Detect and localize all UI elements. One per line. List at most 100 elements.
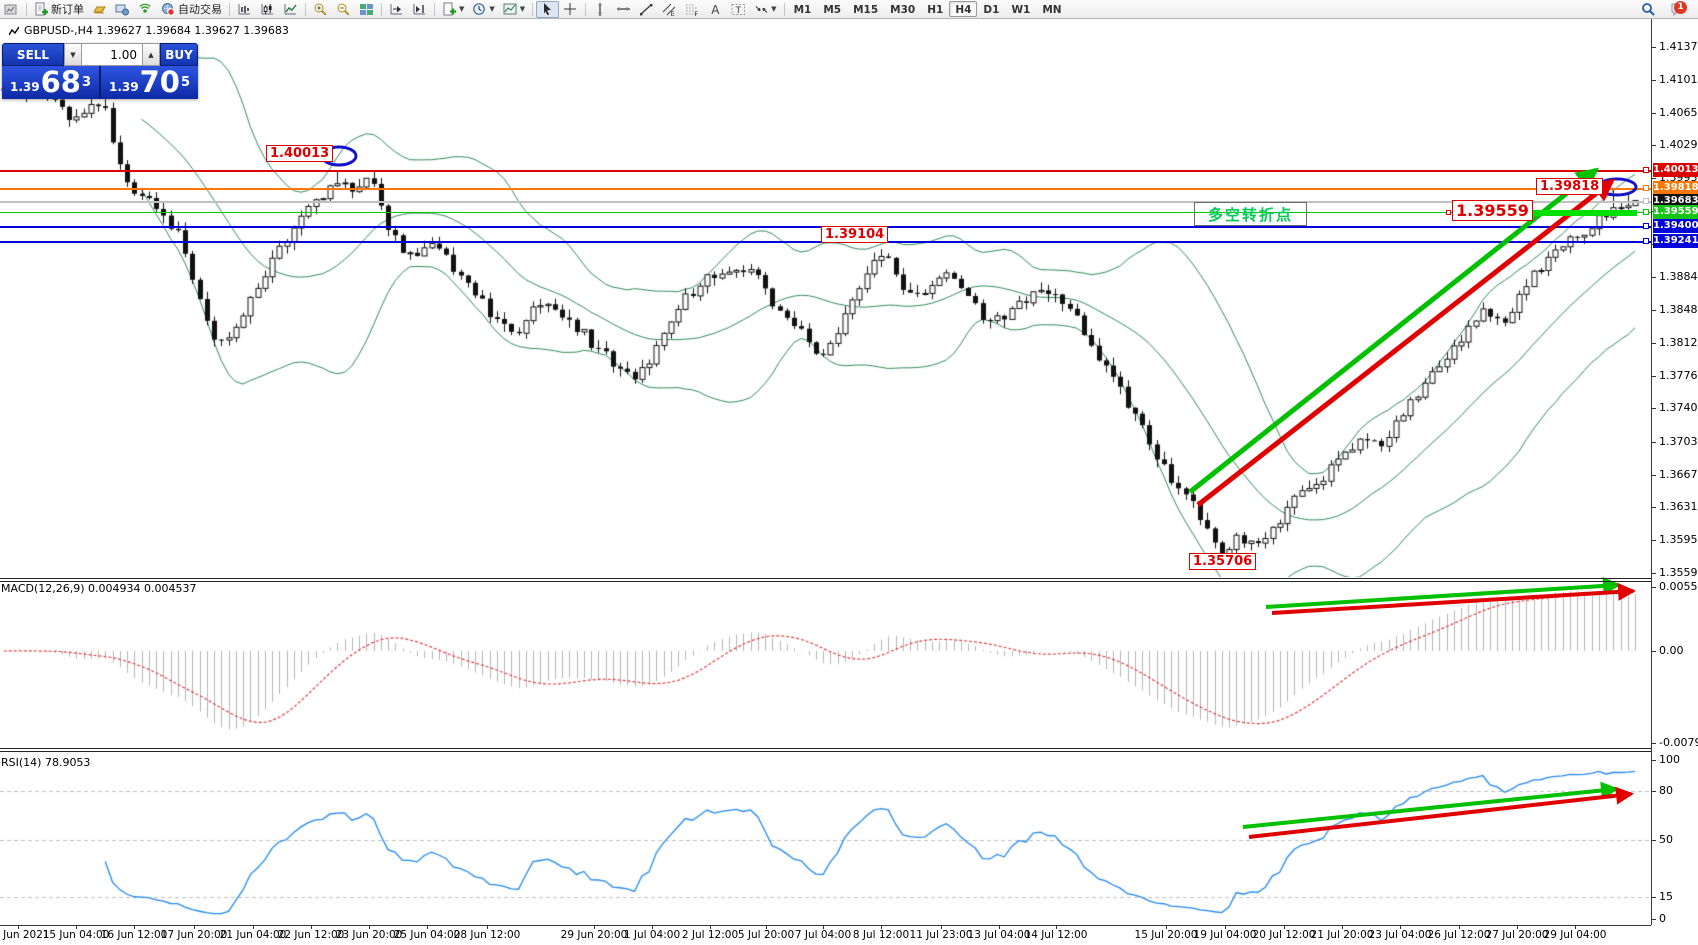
volume-increase-button[interactable]: ▲ [142, 43, 160, 66]
periods-icon[interactable]: ▼ [468, 1, 498, 18]
toolbar-separator [434, 2, 435, 16]
timeframe-m5[interactable]: M5 [823, 4, 842, 16]
time-axis-tick [594, 925, 595, 929]
line-anchor[interactable] [1643, 238, 1649, 244]
chart-window-icon[interactable] [0, 1, 23, 18]
chevron-down-icon: ▼ [519, 4, 526, 13]
timeframe-h4[interactable]: H4 [949, 1, 978, 17]
price-axis-badge: 1.39559 [1653, 205, 1698, 219]
text-label-icon[interactable]: T [727, 1, 750, 18]
green-highlight-bar[interactable] [1527, 210, 1637, 216]
timeframe-m1[interactable]: M1 [793, 4, 812, 16]
line-chart-icon[interactable] [279, 1, 302, 18]
time-axis-tick [1459, 925, 1460, 929]
timeframe-d1[interactable]: D1 [983, 4, 1000, 16]
price-axis-tick [1651, 178, 1656, 179]
line-anchor[interactable] [1643, 185, 1649, 191]
auto-scroll-icon[interactable] [385, 1, 408, 18]
search-icon[interactable] [1637, 1, 1660, 18]
rsi-label: RSI(14) 78.9053 [1, 756, 91, 769]
time-axis-tick [710, 925, 711, 929]
equidistant-channel-icon[interactable]: E [658, 1, 681, 18]
time-tick-label: 16 Jun 12:00 [100, 929, 168, 941]
buy-price[interactable]: 1.39 70 5 [101, 66, 198, 99]
line-anchor[interactable] [1643, 223, 1649, 229]
volume-input[interactable] [82, 43, 142, 66]
panel-separator[interactable] [0, 748, 1651, 749]
horizontal-level-line[interactable] [0, 188, 1651, 190]
line-anchor[interactable] [1643, 198, 1649, 204]
time-tick-label: 13 Jun 2021 [0, 929, 50, 941]
cursor-icon[interactable] [536, 0, 560, 18]
templates-icon[interactable]: ▼ [499, 1, 529, 18]
price-axis-tick [1651, 408, 1656, 409]
new-order-button[interactable]: 新订单 [30, 1, 88, 18]
price-tick-label: 1.40290 [1659, 138, 1698, 151]
tile-windows-icon[interactable] [355, 1, 378, 18]
gold-box-icon[interactable] [88, 1, 111, 18]
panel-separator[interactable] [0, 578, 1651, 579]
price-axis-badge: 1.39683 [1653, 194, 1698, 208]
text-icon[interactable]: A [704, 1, 727, 18]
time-tick-label: 15 Jul 20:00 [1134, 929, 1198, 941]
arrows-icon[interactable]: ▼ [750, 1, 780, 18]
terminal-icon[interactable] [111, 1, 134, 18]
price-annotation-label[interactable]: 1.35706 [1189, 553, 1257, 570]
sell-price-prefix: 1.39 [9, 80, 40, 94]
fibonacci-icon[interactable]: F [681, 1, 704, 18]
chevron-down-icon: ▼ [489, 4, 495, 13]
notifications-icon[interactable]: 1 [1666, 1, 1690, 18]
volume-decrease-button[interactable]: ▼ [64, 43, 82, 66]
timeframe-w1[interactable]: W1 [1011, 4, 1031, 16]
crosshair-icon[interactable] [559, 1, 582, 18]
zoom-out-icon[interactable] [332, 1, 355, 18]
autotrading-button[interactable]: 自动交易 [157, 1, 226, 18]
timeframe-h1[interactable]: H1 [927, 4, 944, 16]
panel-separator[interactable] [0, 751, 1651, 752]
timeframe-m30[interactable]: M30 [890, 4, 916, 16]
price-axis-badge: 1.40013 [1653, 163, 1698, 177]
price-axis-tick [1651, 507, 1656, 508]
label-anchor[interactable] [1446, 210, 1451, 215]
horizontal-level-line[interactable] [0, 212, 1651, 213]
price-annotation-label[interactable]: 1.39104 [821, 226, 889, 243]
price-tick-label: 1.37400 [1659, 401, 1698, 414]
line-anchor[interactable] [1643, 167, 1649, 173]
signals-icon[interactable] [134, 1, 157, 18]
timeframe-m15[interactable]: M15 [853, 4, 879, 16]
time-tick-label: 5 Jul 20:00 [737, 929, 795, 941]
line-anchor[interactable] [1643, 209, 1649, 215]
price-annotation-label[interactable]: 1.40013 [266, 145, 334, 162]
bar-chart-icon[interactable] [233, 1, 256, 18]
price-tick-label: 1.41010 [1659, 73, 1698, 86]
price-axis-tick [1651, 277, 1656, 278]
buy-button[interactable]: BUY [160, 43, 198, 66]
price-annotation-label[interactable]: 1.39818 [1536, 178, 1604, 195]
price-annotation-label[interactable]: 1.39559 [1452, 200, 1533, 221]
indicators-icon[interactable]: ▼ [438, 1, 468, 18]
zoom-in-icon[interactable] [309, 1, 332, 18]
price-tick-label: 1.36670 [1659, 468, 1698, 481]
horizontal-line-icon[interactable] [612, 1, 635, 18]
pivot-point-label[interactable]: 多空转折点 [1194, 202, 1307, 226]
time-tick-label: 1 Jul 04:00 [623, 929, 681, 941]
time-tick-label: 26 Jul 12:00 [1427, 929, 1491, 941]
sell-price[interactable]: 1.39 68 3 [2, 66, 101, 99]
vertical-line-icon[interactable] [589, 1, 612, 18]
buy-price-big: 70 [139, 65, 180, 99]
price-tick-label: 1.37760 [1659, 369, 1698, 382]
toolbar: 新订单 自动交易 ▼ ▼ ▼ E F A T ▼ M1 M5 M15 M30 H1 H4 D1 W1 MN 1 [0, 0, 1698, 19]
time-axis-tick [311, 925, 312, 929]
horizontal-level-line[interactable] [0, 201, 1651, 203]
chart-shift-icon[interactable] [408, 1, 431, 18]
time-axis-tick [881, 925, 882, 929]
timeframe-mn[interactable]: MN [1042, 4, 1062, 16]
time-tick-label: 29 Jun 20:00 [560, 929, 628, 941]
sell-button[interactable]: SELL [2, 43, 64, 66]
candlestick-chart-icon[interactable] [256, 1, 279, 18]
horizontal-level-line[interactable] [0, 170, 1651, 172]
price-axis-tick [1651, 442, 1656, 443]
panel-separator[interactable] [0, 581, 1651, 582]
trendline-icon[interactable] [635, 1, 658, 18]
